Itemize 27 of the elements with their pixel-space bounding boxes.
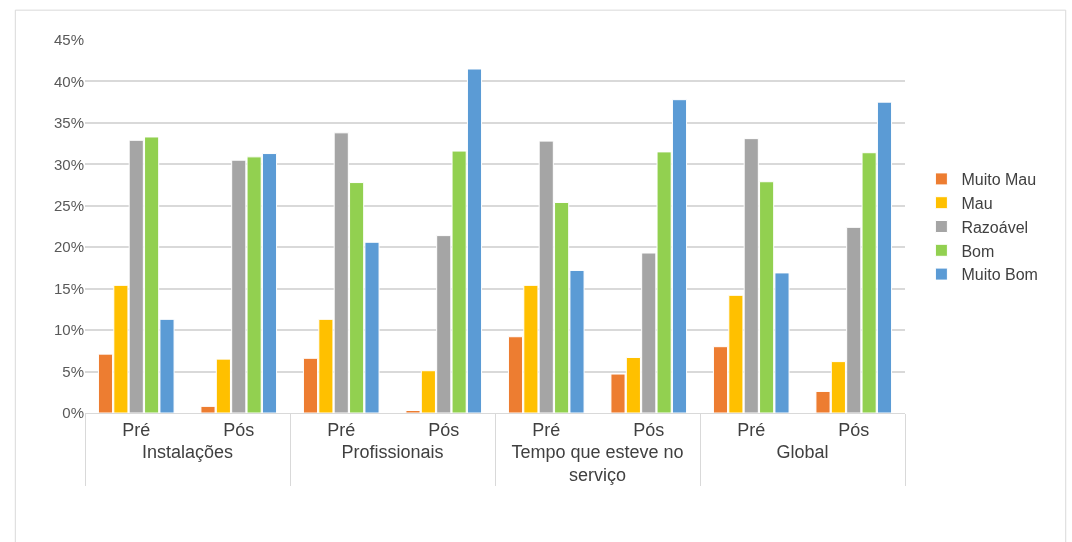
y-tick-label: 40%: [53, 72, 84, 90]
legend-label: Razoável: [961, 218, 1029, 236]
x-tick-label: Pós: [223, 419, 255, 440]
y-tick-label: 30%: [53, 155, 84, 173]
y-tick-label: 15%: [53, 279, 84, 297]
legend-label: Bom: [961, 242, 995, 260]
text: Global: [776, 441, 829, 462]
y-tick-label: 0%: [62, 404, 84, 422]
text: Instalações: [141, 441, 234, 462]
text: Tempo que esteve no serviço: [511, 441, 684, 485]
x-tick-label: Pré: [122, 419, 151, 440]
y-tick-label: 35%: [53, 114, 84, 132]
text: Profissionais: [341, 441, 444, 462]
y-tick-label: 5%: [62, 362, 84, 380]
y-tick-label: 45%: [53, 31, 84, 49]
legend-label: Muito Bom: [961, 266, 1038, 284]
y-tick-label: 10%: [53, 321, 84, 339]
x-tick-label: Pós: [428, 419, 460, 440]
y-tick-label: 25%: [53, 197, 84, 215]
x-tick-label: Pré: [737, 419, 766, 440]
legend-label: Muito Mau: [961, 171, 1037, 189]
x-tick-label: Pré: [532, 419, 561, 440]
legend-label: Mau: [961, 194, 993, 212]
y-tick-label: 20%: [53, 238, 84, 256]
x-tick-label: Pré: [327, 419, 356, 440]
x-tick-label: Pós: [838, 419, 870, 440]
x-tick-label: Pós: [633, 419, 665, 440]
